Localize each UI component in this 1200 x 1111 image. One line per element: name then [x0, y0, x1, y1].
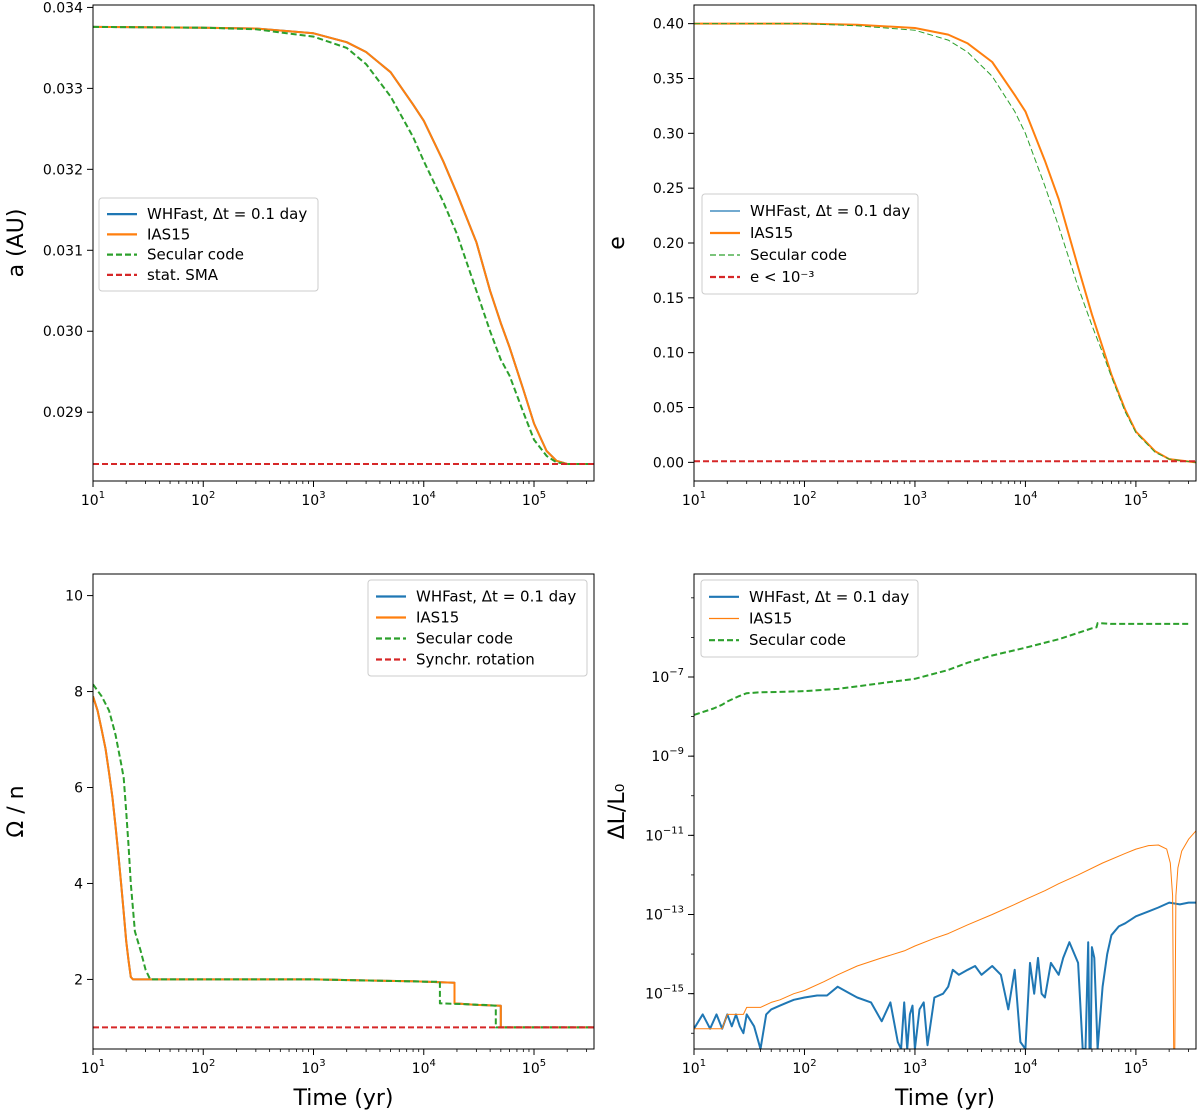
y-tick-label: 0.15 — [653, 291, 684, 307]
y-tick-label: 10 — [65, 589, 83, 605]
y-tick-label: 2 — [74, 972, 83, 988]
axes-frame — [92, 573, 595, 1050]
x-tick-label: 101 — [81, 1058, 105, 1077]
y-tick-label: 0.20 — [653, 236, 684, 252]
x-axis-label: Time (yr) — [292, 1086, 393, 1111]
series-line-1 — [93, 695, 594, 1029]
y-axis-label: Ω / n — [4, 785, 29, 837]
series-line-1 — [93, 25, 594, 465]
axes-frame — [693, 573, 1197, 1050]
legend-label: IAS15 — [750, 224, 793, 242]
y-tick-label: 0.033 — [43, 81, 83, 97]
legend-label: Secular code — [147, 246, 244, 264]
y-tick-label: 4 — [74, 876, 83, 892]
x-tick-label: 105 — [522, 490, 546, 509]
chart-panel-e: 101 102 103 104 105 0.00 0.05 0.10 0.15 0.20 0.25 0… — [605, 4, 1197, 509]
y-tick-label: 0.031 — [43, 243, 83, 259]
legend-label: WHFast, Δt = 0.1 day — [750, 202, 910, 220]
y-axis-label: ΔL/L₀ — [605, 783, 630, 839]
legend: WHFast, Δt = 0.1 day IAS15 Secular code sta… — [98, 197, 319, 292]
x-tick-label: 104 — [412, 490, 436, 509]
plot-area — [93, 683, 594, 1029]
legend-label: IAS15 — [147, 225, 190, 243]
legend-label: stat. SMA — [147, 266, 219, 284]
y-tick-label: 0.029 — [43, 405, 83, 421]
y-tick-label: 10−11 — [645, 825, 684, 844]
chart-panel-omega: 101 102 103 104 105 2 4 6 8 10 Ω / n Time (yr) WHFas… — [4, 573, 595, 1111]
y-tick-label: 0.05 — [653, 401, 684, 417]
y-tick-label: 0.30 — [653, 126, 684, 142]
y-axis-label: e — [605, 236, 630, 250]
y-tick-label: 10−15 — [645, 984, 684, 1003]
y-tick-label: 0.034 — [43, 0, 83, 16]
x-tick-label: 105 — [1124, 1058, 1148, 1077]
legend: WHFast, Δt = 0.1 day IAS15 Secular code e <… — [701, 193, 919, 295]
legend-label: WHFast, Δt = 0.1 day — [749, 588, 909, 606]
x-tick-label: 104 — [412, 1058, 436, 1077]
legend: WHFast, Δt = 0.1 day IAS15 Secular code — [700, 579, 919, 658]
legend-box — [700, 579, 919, 658]
legend-box — [98, 197, 319, 292]
legend-label: WHFast, Δt = 0.1 day — [416, 588, 576, 606]
x-tick-label: 101 — [682, 1058, 706, 1077]
chart-panel-a: 101 102 103 104 105 0.029 0.030 0.031 0.032 0.033… — [4, 0, 595, 509]
legend-label: Secular code — [749, 631, 846, 649]
series-line-0 — [93, 695, 594, 1029]
y-tick-label: 0.032 — [43, 162, 83, 178]
series-line-2 — [694, 622, 1189, 716]
legend-label: e < 10⁻³ — [750, 268, 814, 286]
x-tick-label: 103 — [903, 1058, 927, 1077]
x-axis-label: Time (yr) — [894, 1086, 995, 1111]
series-line-2 — [93, 683, 594, 1029]
y-tick-label: 0.030 — [43, 324, 83, 340]
series-line-0 — [694, 901, 1196, 1049]
y-tick-label: 0.35 — [653, 71, 684, 87]
x-tick-label: 101 — [682, 490, 706, 509]
x-tick-label: 104 — [1013, 490, 1037, 509]
x-tick-label: 102 — [792, 490, 816, 509]
legend-box — [701, 193, 919, 295]
legend-label: IAS15 — [416, 609, 459, 627]
y-tick-label: 10−9 — [651, 746, 684, 765]
plot-area — [694, 622, 1196, 1049]
plot-area — [694, 22, 1196, 464]
y-tick-label: 6 — [74, 781, 83, 797]
legend-label: Secular code — [750, 246, 847, 264]
x-tick-label: 101 — [81, 490, 105, 509]
x-tick-label: 103 — [301, 1058, 325, 1077]
series-line-1 — [694, 830, 1196, 1049]
y-tick-label: 0.10 — [653, 346, 684, 362]
legend: WHFast, Δt = 0.1 day IAS15 Secular code Syn… — [367, 579, 588, 677]
y-tick-label: 0.40 — [653, 17, 684, 33]
axes-frame — [92, 4, 595, 482]
x-tick-label: 103 — [301, 490, 325, 509]
legend-label: Secular code — [416, 630, 513, 648]
y-tick-label: 0.00 — [653, 455, 684, 471]
x-tick-label: 102 — [191, 1058, 215, 1077]
legend-label: Synchr. rotation — [416, 651, 535, 669]
y-tick-label: 10−7 — [651, 667, 684, 686]
plot-area — [93, 25, 594, 465]
y-tick-label: 0.25 — [653, 181, 684, 197]
x-tick-label: 102 — [191, 490, 215, 509]
y-tick-label: 8 — [74, 685, 83, 701]
chart-panel-dL: 101 102 103 104 105 10−15 10−13 10−11 10−9 10−7 ΔL… — [605, 573, 1197, 1111]
x-tick-label: 103 — [903, 490, 927, 509]
series-line-1 — [694, 22, 1196, 464]
legend-label: WHFast, Δt = 0.1 day — [147, 205, 307, 223]
y-axis-label: a (AU) — [4, 209, 29, 278]
y-tick-label: 10−13 — [645, 904, 684, 923]
x-tick-label: 105 — [522, 1058, 546, 1077]
x-tick-label: 104 — [1013, 1058, 1037, 1077]
series-line-2 — [694, 23, 1196, 463]
legend-label: IAS15 — [749, 610, 792, 628]
x-tick-label: 102 — [792, 1058, 816, 1077]
legend-box — [367, 579, 588, 677]
x-tick-label: 105 — [1124, 490, 1148, 509]
